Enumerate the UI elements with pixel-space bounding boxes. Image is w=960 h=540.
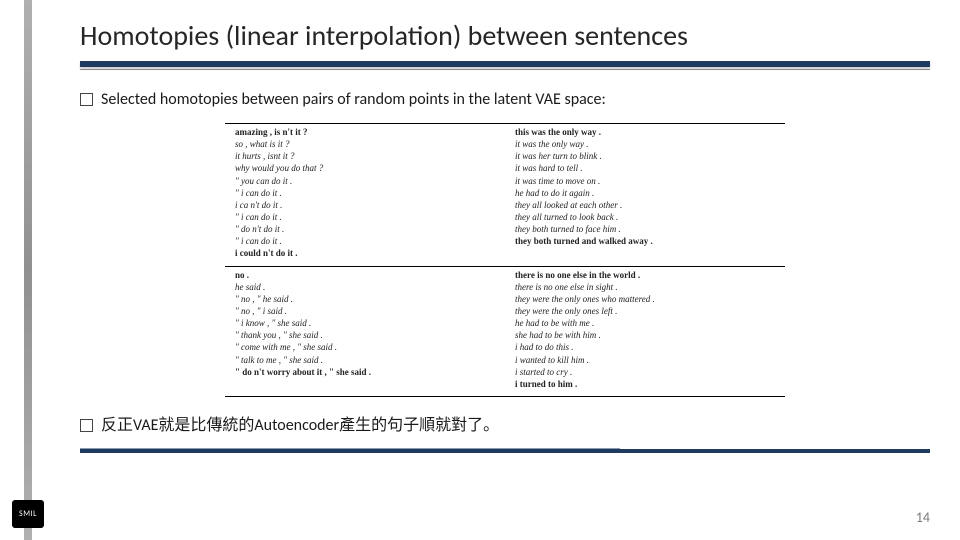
- sentence-line: it was hard to tell .: [515, 162, 775, 174]
- sentence-line: there is no one else in sight .: [515, 281, 775, 293]
- bottom-rule: [80, 449, 930, 453]
- title-rule-thick: [80, 61, 930, 67]
- bullet-1-text: Selected homotopies between pairs of ran…: [101, 90, 606, 109]
- sentence-line: it was the only way .: [515, 138, 775, 150]
- sentence-line: they were the only ones left .: [515, 305, 775, 317]
- sentence-line: he had to be with me .: [515, 317, 775, 329]
- sentence-line: i started to cry .: [515, 366, 775, 378]
- sentence-line: they were the only ones who mattered .: [515, 293, 775, 305]
- fig-cell-top-left: amazing , is n't it ?so , what is it ?it…: [225, 123, 505, 267]
- sentence-line: " you can do it .: [235, 175, 495, 187]
- sentence-line: " come with me , " she said .: [235, 341, 495, 353]
- sentence-line: no .: [235, 269, 495, 281]
- sentence-line: i wanted to kill him .: [515, 354, 775, 366]
- fig-cell-bot-left: no .he said ." no , " he said ." no , " …: [225, 267, 505, 397]
- logo-text: SMIL: [19, 509, 37, 519]
- sentence-line: it hurts , isnt it ?: [235, 150, 495, 162]
- fig-cell-bot-right: there is no one else in the world .there…: [505, 267, 785, 397]
- sentence-line: this was the only way .: [515, 126, 775, 138]
- sentence-line: they all turned to look back .: [515, 211, 775, 223]
- sentence-line: i ca n't do it .: [235, 199, 495, 211]
- sentence-line: " i know , " she said .: [235, 317, 495, 329]
- bullet-1: Selected homotopies between pairs of ran…: [80, 90, 930, 109]
- sentence-line: it was her turn to blink .: [515, 150, 775, 162]
- sentence-line: " do n't worry about it , " she said .: [235, 366, 495, 378]
- sentence-line: " thank you , " she said .: [235, 329, 495, 341]
- slide-content: Homotopies (linear interpolation) betwee…: [80, 18, 930, 500]
- sentence-line: i had to do this .: [515, 341, 775, 353]
- sentence-line: he said .: [235, 281, 495, 293]
- sentence-line: it was time to move on .: [515, 175, 775, 187]
- sentence-line: she had to be with him .: [515, 329, 775, 341]
- homotopy-figure: amazing , is n't it ?so , what is it ?it…: [225, 123, 785, 397]
- sentence-line: " do n't do it .: [235, 223, 495, 235]
- sentence-line: they both turned to face him .: [515, 223, 775, 235]
- fig-cell-top-right: this was the only way .it was the only w…: [505, 123, 785, 267]
- sentence-line: amazing , is n't it ?: [235, 126, 495, 138]
- sentence-line: " i can do it .: [235, 235, 495, 247]
- sentence-line: they both turned and walked away .: [515, 235, 775, 247]
- page-number: 14: [916, 509, 930, 526]
- sentence-line: there is no one else in the world .: [515, 269, 775, 281]
- slide-title: Homotopies (linear interpolation) betwee…: [80, 18, 930, 53]
- sentence-line: " talk to me , " she said .: [235, 354, 495, 366]
- sentence-line: so , what is it ?: [235, 138, 495, 150]
- sentence-line: i could n't do it .: [235, 247, 495, 259]
- sentence-line: " no , " i said .: [235, 305, 495, 317]
- sentence-line: he had to do it again .: [515, 187, 775, 199]
- figure-container: amazing , is n't it ?so , what is it ?it…: [80, 123, 930, 397]
- sentence-line: they all looked at each other .: [515, 199, 775, 211]
- sentence-line: " i can do it .: [235, 211, 495, 223]
- bullet-marker-icon: [80, 419, 93, 432]
- sentence-line: why would you do that ?: [235, 162, 495, 174]
- sentence-line: i turned to him .: [515, 378, 775, 390]
- bullet-marker-icon: [80, 93, 93, 106]
- vertical-accent-bar: [24, 0, 32, 540]
- bullet-2: 反正VAE就是比傳統的Autoencoder產生的句子順就對了。: [80, 411, 930, 435]
- bullet-2-text: 反正VAE就是比傳統的Autoencoder產生的句子順就對了。: [101, 411, 499, 435]
- smil-logo: SMIL: [12, 500, 44, 528]
- sentence-line: " i can do it .: [235, 187, 495, 199]
- sentence-line: " no , " he said .: [235, 293, 495, 305]
- title-rule-thin: [80, 69, 930, 70]
